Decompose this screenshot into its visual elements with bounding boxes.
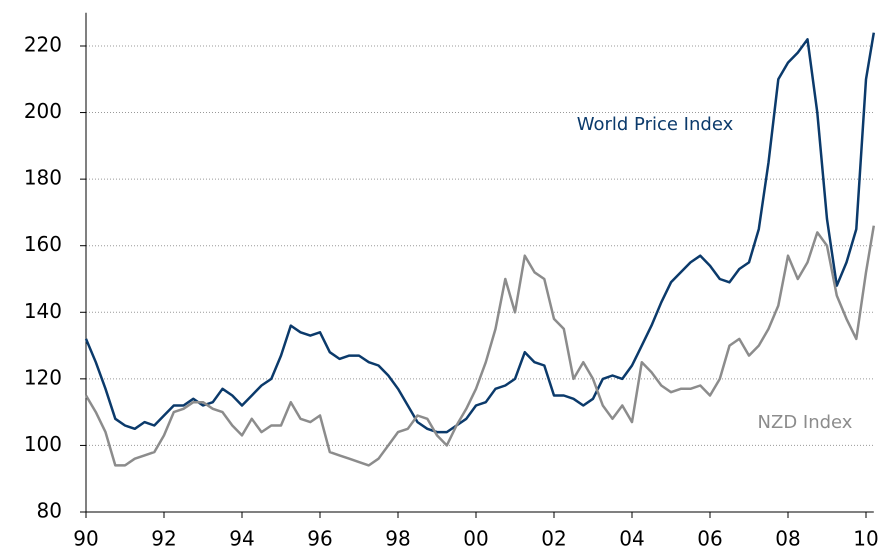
- x-tick-label: 10: [853, 527, 878, 551]
- x-tick-label: 92: [151, 527, 176, 551]
- x-tick-label: 00: [463, 527, 488, 551]
- y-tick-label: 80: [37, 499, 62, 523]
- y-tick-label: 200: [24, 99, 62, 123]
- y-tick-label: 140: [24, 299, 62, 323]
- x-tick-label: 94: [229, 527, 254, 551]
- x-tick-label: 02: [541, 527, 566, 551]
- series-line: [84, 32, 876, 434]
- x-tick-label: 06: [697, 527, 722, 551]
- x-tick-label: 96: [307, 527, 332, 551]
- series-label: World Price Index: [577, 114, 734, 135]
- y-tick-label: 160: [24, 232, 62, 256]
- y-tick-label: 180: [24, 166, 62, 190]
- series-line: [84, 225, 876, 467]
- x-tick-label: 90: [73, 527, 98, 551]
- y-tick-label: 120: [24, 365, 62, 389]
- y-tick-label: 100: [24, 432, 62, 456]
- x-tick-label: 08: [775, 527, 800, 551]
- x-tick-label: 04: [619, 527, 644, 551]
- y-tick-label: 220: [24, 32, 62, 56]
- x-tick-label: 98: [385, 527, 410, 551]
- series-label: NZD Index: [758, 412, 853, 433]
